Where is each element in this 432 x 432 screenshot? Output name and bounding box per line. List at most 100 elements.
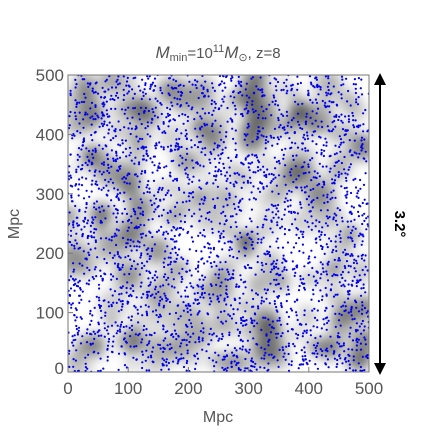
halo-point: [167, 114, 170, 117]
halo-point: [361, 233, 364, 236]
halo-point: [85, 332, 88, 335]
halo-point: [189, 322, 193, 325]
halo-point: [107, 305, 111, 308]
halo-point: [123, 364, 127, 367]
halo-point: [185, 331, 188, 334]
halo-point: [293, 94, 296, 97]
halo-point: [308, 255, 311, 258]
title-redshift: , z=8: [248, 45, 281, 62]
halo-point: [323, 183, 326, 186]
halo-point: [146, 260, 149, 263]
halo-point: [213, 157, 216, 160]
halo-point: [154, 285, 157, 288]
halo-point: [284, 132, 287, 135]
halo-point: [324, 349, 327, 352]
halo-point: [339, 230, 342, 233]
halo-point: [361, 301, 364, 304]
density-blob: [117, 218, 146, 247]
halo-point: [119, 330, 122, 333]
halo-point: [345, 77, 348, 80]
halo-point: [236, 328, 239, 331]
halo-point: [225, 369, 228, 372]
halo-point: [142, 154, 145, 157]
halo-point: [211, 333, 214, 336]
halo-point: [319, 335, 322, 338]
halo-point: [198, 310, 201, 313]
halo-point: [231, 101, 235, 104]
halo-point: [139, 89, 142, 92]
halo-point: [71, 200, 74, 203]
halo-point: [230, 365, 233, 368]
halo-point: [292, 342, 295, 346]
halo-point: [239, 231, 242, 234]
halo-point: [333, 258, 336, 261]
halo-point: [331, 274, 334, 277]
halo-point: [264, 147, 267, 150]
halo-point: [187, 195, 190, 198]
halo-point: [228, 273, 231, 276]
halo-point: [252, 247, 255, 250]
halo-point: [188, 208, 191, 211]
halo-point: [303, 351, 306, 354]
halo-point: [149, 157, 152, 160]
halo-point: [259, 168, 262, 171]
halo-point: [158, 304, 161, 307]
halo-point: [355, 262, 359, 265]
halo-point: [225, 293, 228, 296]
halo-point: [140, 262, 144, 265]
halo-point: [128, 146, 131, 149]
halo-point: [94, 149, 97, 152]
halo-point: [322, 318, 325, 321]
halo-point: [345, 360, 348, 363]
halo-point: [70, 196, 73, 199]
halo-point: [301, 355, 304, 358]
halo-point: [72, 365, 75, 368]
halo-point: [248, 169, 251, 172]
halo-point: [305, 361, 308, 364]
halo-point: [194, 355, 197, 358]
halo-point: [202, 87, 205, 91]
halo-point: [282, 114, 285, 117]
halo-point: [72, 344, 75, 347]
density-blob: [128, 196, 142, 209]
halo-point: [199, 330, 202, 333]
halo-point: [186, 262, 189, 265]
halo-point: [129, 132, 132, 136]
halo-point: [103, 136, 106, 139]
halo-point: [356, 341, 359, 344]
halo-point: [244, 323, 247, 327]
halo-point: [121, 142, 124, 145]
halo-point: [357, 234, 360, 237]
halo-point: [164, 273, 167, 276]
halo-point: [230, 362, 233, 365]
halo-point: [245, 134, 248, 137]
halo-point: [221, 151, 224, 155]
halo-point: [203, 291, 206, 295]
halo-point: [170, 271, 173, 274]
halo-point: [126, 229, 129, 232]
halo-point: [147, 77, 150, 80]
halo-point: [303, 346, 306, 349]
halo-point: [257, 238, 260, 241]
halo-point: [287, 315, 290, 318]
halo-point: [287, 205, 290, 208]
halo-point: [176, 304, 179, 307]
halo-point: [224, 197, 228, 201]
halo-point: [327, 92, 330, 95]
halo-point: [299, 126, 302, 130]
halo-point: [307, 273, 310, 277]
halo-point: [89, 230, 92, 233]
halo-point: [235, 355, 238, 358]
halo-point: [98, 206, 101, 209]
halo-point: [99, 221, 102, 224]
halo-point: [341, 362, 344, 365]
halo-point: [158, 343, 162, 347]
halo-point: [188, 269, 191, 272]
halo-point: [212, 332, 215, 335]
halo-point: [76, 153, 79, 156]
halo-point: [284, 183, 287, 186]
halo-point: [247, 162, 250, 165]
x-tick-label: 0: [63, 379, 72, 398]
halo-point: [216, 197, 219, 200]
halo-point: [344, 266, 347, 270]
